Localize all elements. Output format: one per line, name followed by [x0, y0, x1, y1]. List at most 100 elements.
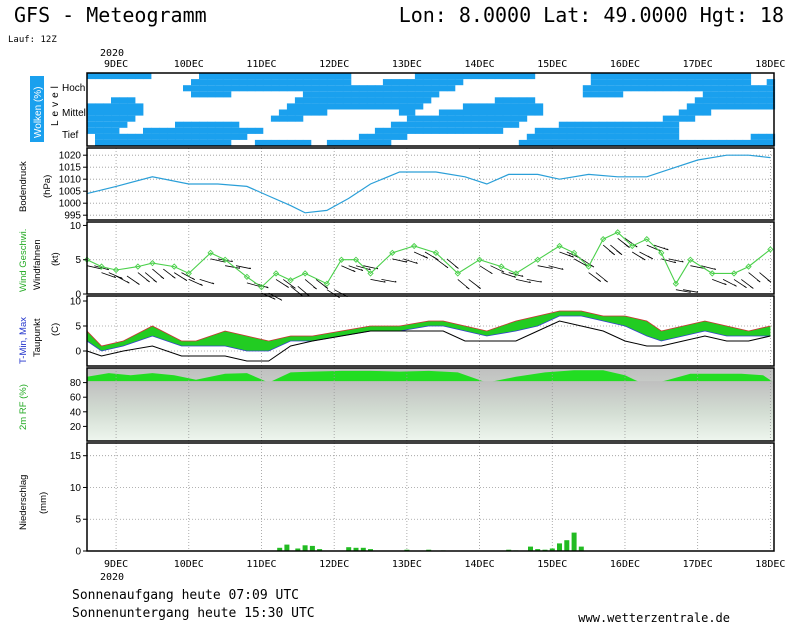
- cloud-cell: [502, 97, 512, 104]
- wind-barb-feather: [561, 268, 564, 270]
- cloud-cell: [238, 73, 248, 80]
- wind-speed-point: [600, 236, 607, 243]
- cloud-cell: [670, 73, 680, 80]
- day-label-top: 14DEC: [465, 59, 495, 70]
- cloud-cell: [526, 73, 536, 80]
- cloud-cell: [238, 133, 248, 140]
- precip-bar: [549, 548, 555, 551]
- cloud-cell: [446, 79, 456, 86]
- pressure-line: [86, 154, 771, 214]
- cloud-cell: [446, 115, 456, 122]
- precip-panel-frame: [86, 442, 775, 552]
- cloud-cell: [119, 121, 128, 128]
- wind-speed-points: [83, 229, 774, 291]
- wind-barb-feather: [529, 281, 531, 283]
- cloud-cell: [566, 139, 576, 146]
- cloud-cell: [470, 115, 480, 122]
- cloud-cell: [606, 121, 616, 128]
- cloud-cell: [622, 133, 632, 140]
- cloud-cell: [286, 85, 296, 92]
- cloud-cell: [550, 127, 560, 134]
- wind-barb-feather: [238, 266, 241, 269]
- cloud-cell: [302, 85, 312, 92]
- cloud-cell: [598, 121, 608, 128]
- cloud-cell: [446, 85, 456, 92]
- wind-barb-feather: [324, 286, 329, 289]
- cloud-cell: [143, 139, 152, 146]
- wind-barb-feather: [689, 291, 691, 293]
- cloud-cell: [222, 73, 232, 80]
- level-mid: Mittel: [62, 108, 86, 119]
- cloud-cell: [214, 133, 224, 140]
- source-link[interactable]: www.wetterzentrale.de: [578, 611, 730, 625]
- wind-barb: [490, 265, 505, 273]
- cloud-cell: [718, 91, 728, 98]
- cloud-cell: [111, 103, 120, 110]
- cloud-cell: [478, 73, 488, 80]
- cloud-cell: [710, 97, 720, 104]
- temperature-tick: 5: [75, 322, 81, 333]
- wind-speed-point: [83, 256, 91, 263]
- cloud-cell: [382, 97, 392, 104]
- cloud-cell: [614, 91, 624, 98]
- cloud-cell: [135, 109, 144, 116]
- cloud-cell: [95, 133, 104, 140]
- cloud-cell: [382, 139, 392, 146]
- cloud-cell: [678, 73, 688, 80]
- cloud-cell: [167, 133, 176, 140]
- cloud-cell: [382, 103, 392, 110]
- cloud-cell: [366, 97, 376, 104]
- day-label-bottom: 12DEC: [319, 559, 349, 570]
- cloud-cell: [582, 133, 592, 140]
- tmin-line: [86, 315, 771, 352]
- precip-tick: 0: [75, 547, 81, 558]
- cloud-cell: [670, 139, 680, 146]
- cloud-cell: [646, 73, 656, 80]
- cloud-cell: [366, 85, 376, 92]
- cloud-cell: [662, 139, 672, 146]
- cloud-cell: [742, 73, 752, 80]
- cloud-cell: [718, 97, 728, 104]
- cloud-cell: [342, 85, 352, 92]
- cloud-cell: [470, 121, 480, 128]
- cloud-cell: [151, 139, 160, 146]
- cloud-cell: [246, 127, 256, 134]
- wind-barb-feather: [292, 285, 296, 289]
- cloud-cell: [598, 139, 608, 146]
- cloud-cell: [710, 73, 720, 80]
- cloud-cell: [318, 85, 328, 92]
- cloud-cell: [710, 91, 720, 98]
- precip-bar: [557, 543, 562, 551]
- wind-panel: Wind Geschwi. Windfahnen (kt) 0 5 10: [18, 221, 775, 301]
- cloud-cell: [302, 103, 312, 110]
- cloud-cell: [382, 85, 392, 92]
- cloud-cell: [334, 79, 344, 86]
- temperature-ticks: 0 5 10: [70, 297, 87, 358]
- day-label-bottom: 9DEC: [104, 559, 128, 570]
- cloud-cell: [726, 97, 736, 104]
- cloud-cell: [191, 139, 200, 146]
- cloud-ylabel: Wolken (%): [33, 87, 44, 139]
- wind-barb: [559, 251, 574, 258]
- cloud-cell: [486, 121, 496, 128]
- cloud-cell: [286, 109, 296, 116]
- cloud-cell: [526, 133, 536, 140]
- cloud-cell: [686, 115, 696, 122]
- cloud-cell: [630, 133, 640, 140]
- cloud-cell: [526, 139, 536, 146]
- precip-tick: 10: [70, 483, 82, 494]
- cloud-cell: [454, 79, 464, 86]
- cloud-cell: [310, 91, 320, 98]
- cloud-cell: [318, 79, 328, 86]
- cloud-cell: [406, 127, 416, 134]
- wind-speed-point: [512, 270, 520, 277]
- wind-speed-point: [745, 263, 752, 270]
- cloud-cell: [350, 97, 360, 104]
- year-label-top: 2020: [100, 48, 124, 59]
- cloud-cell: [734, 97, 744, 104]
- cloud-cell: [183, 121, 192, 128]
- cloud-cell: [95, 127, 104, 134]
- precip-bar: [368, 549, 373, 551]
- cloud-cell: [614, 133, 624, 140]
- cloud-cell: [582, 85, 592, 92]
